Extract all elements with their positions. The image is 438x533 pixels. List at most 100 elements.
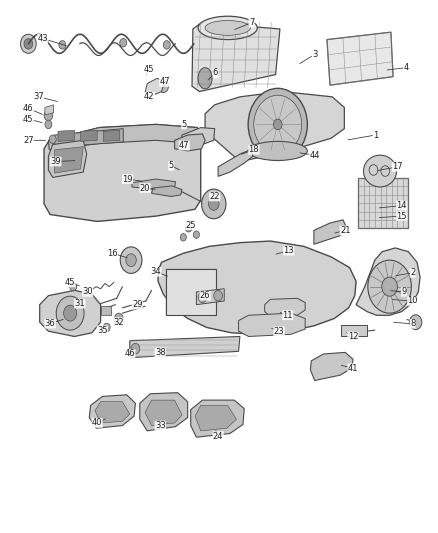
Circle shape	[126, 254, 136, 266]
Ellipse shape	[248, 141, 307, 160]
Ellipse shape	[198, 16, 257, 39]
Text: 24: 24	[213, 432, 223, 441]
Text: 36: 36	[45, 319, 56, 328]
Text: 32: 32	[113, 318, 124, 327]
Polygon shape	[140, 393, 187, 431]
Text: 34: 34	[151, 268, 161, 276]
Polygon shape	[44, 124, 201, 221]
Polygon shape	[48, 124, 201, 150]
Circle shape	[49, 135, 56, 143]
Text: 35: 35	[97, 326, 108, 335]
Text: 39: 39	[50, 157, 61, 166]
Text: 44: 44	[310, 151, 320, 160]
Polygon shape	[89, 395, 135, 428]
Polygon shape	[54, 147, 83, 173]
Text: 23: 23	[274, 327, 284, 336]
Text: 19: 19	[122, 174, 133, 183]
Text: 46: 46	[23, 104, 34, 113]
Polygon shape	[195, 406, 237, 431]
Text: 45: 45	[144, 64, 155, 74]
Circle shape	[131, 343, 140, 354]
Text: 17: 17	[392, 163, 403, 171]
Text: 4: 4	[403, 63, 409, 72]
Circle shape	[115, 313, 123, 324]
Circle shape	[103, 323, 110, 332]
Text: 15: 15	[396, 212, 407, 221]
Circle shape	[248, 88, 307, 160]
Polygon shape	[239, 313, 305, 336]
Polygon shape	[145, 400, 182, 425]
Text: 37: 37	[33, 92, 44, 101]
Polygon shape	[103, 130, 120, 141]
Text: 30: 30	[82, 287, 93, 296]
Circle shape	[193, 231, 199, 238]
Circle shape	[201, 189, 226, 219]
Text: 27: 27	[23, 136, 34, 145]
Ellipse shape	[364, 155, 396, 187]
Polygon shape	[81, 130, 97, 141]
Text: 47: 47	[179, 141, 190, 150]
Text: 6: 6	[213, 68, 218, 77]
Polygon shape	[218, 150, 253, 176]
Polygon shape	[48, 140, 87, 177]
Text: 26: 26	[200, 291, 210, 300]
Text: 2: 2	[410, 268, 415, 277]
Circle shape	[273, 119, 282, 130]
Text: 46: 46	[124, 350, 135, 359]
Circle shape	[185, 224, 191, 232]
Polygon shape	[145, 78, 165, 97]
Text: 7: 7	[249, 18, 254, 27]
Polygon shape	[58, 130, 74, 141]
Text: 13: 13	[283, 246, 294, 255]
Polygon shape	[40, 290, 101, 336]
Polygon shape	[341, 325, 367, 336]
Circle shape	[59, 41, 66, 49]
Polygon shape	[196, 289, 224, 305]
Circle shape	[120, 38, 127, 47]
Circle shape	[44, 110, 53, 120]
Polygon shape	[166, 269, 216, 316]
Polygon shape	[158, 241, 356, 334]
Text: 11: 11	[283, 311, 293, 320]
Text: 3: 3	[312, 50, 318, 59]
Polygon shape	[356, 248, 420, 316]
Circle shape	[410, 315, 422, 329]
Circle shape	[45, 120, 52, 128]
Text: 47: 47	[159, 77, 170, 86]
Circle shape	[254, 95, 302, 154]
Circle shape	[368, 260, 411, 313]
Polygon shape	[45, 105, 53, 115]
Polygon shape	[191, 400, 244, 437]
Polygon shape	[205, 92, 344, 161]
Text: 5: 5	[182, 120, 187, 129]
Polygon shape	[314, 220, 346, 244]
Text: 5: 5	[169, 161, 174, 170]
Circle shape	[214, 290, 223, 301]
Text: 14: 14	[396, 201, 407, 210]
Text: 40: 40	[92, 418, 102, 427]
Text: 29: 29	[132, 300, 142, 309]
Text: 43: 43	[37, 34, 48, 43]
Polygon shape	[95, 402, 130, 423]
Circle shape	[208, 198, 219, 211]
Circle shape	[382, 277, 397, 296]
Polygon shape	[132, 179, 176, 190]
Text: 10: 10	[407, 296, 418, 305]
Ellipse shape	[205, 20, 251, 35]
Text: 8: 8	[410, 319, 415, 328]
Polygon shape	[192, 22, 280, 92]
Text: 41: 41	[348, 364, 358, 373]
Polygon shape	[311, 352, 353, 381]
Text: 12: 12	[348, 332, 358, 341]
Polygon shape	[130, 336, 240, 358]
Text: 25: 25	[185, 221, 196, 230]
Circle shape	[64, 305, 77, 321]
Text: 45: 45	[23, 115, 34, 124]
Polygon shape	[54, 128, 123, 147]
Circle shape	[163, 41, 170, 49]
Polygon shape	[101, 306, 111, 316]
Polygon shape	[358, 178, 408, 228]
Circle shape	[120, 247, 142, 273]
Polygon shape	[181, 127, 215, 146]
Circle shape	[56, 296, 84, 330]
